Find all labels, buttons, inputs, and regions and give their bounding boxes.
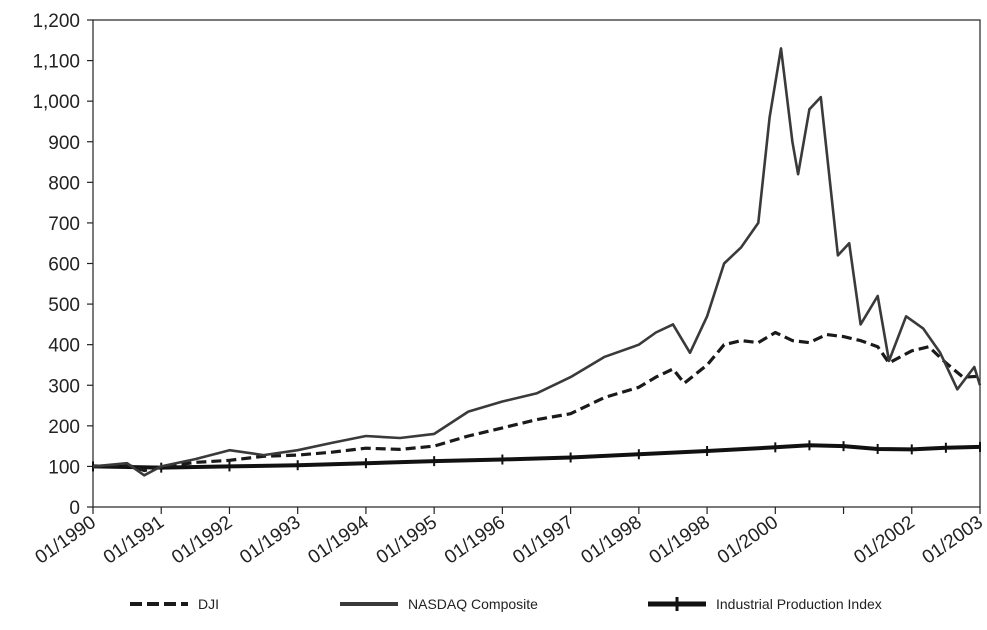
x-tick-label: 01/1997 [509,512,577,569]
y-tick-label: 1,000 [32,92,80,113]
x-tick-label: 01/2002 [850,512,918,569]
y-tick-label: 200 [48,417,80,438]
y-tick-label: 700 [48,214,80,235]
axes: 0 100 200 300 400 500 600 700 800 900 1,000 1,100 1,… [32,11,987,568]
x-tick-label: 01/1990 [32,512,100,569]
y-tick-label: 600 [48,255,80,276]
x-tick-label: 01/2000 [714,512,782,569]
x-tick-label: 01/1998 [646,512,714,569]
y-tick-label: 400 [48,336,80,357]
series-line-dji [92,330,981,473]
legend-label: Industrial Production Index [716,596,882,612]
series-line-nasdaq-composite [92,47,982,477]
legend: DJI NASDAQ Composite Industrial Production… [130,596,882,612]
y-tick-label: 1,200 [32,11,80,32]
x-tick-label: 01/2003 [919,512,987,569]
x-tick-label: 01/1995 [373,512,441,569]
plot-frame [92,19,981,508]
x-tick-label: 01/1992 [168,512,236,569]
y-tick-label: 100 [48,457,80,478]
series-layer [92,47,982,477]
x-tick-label: 01/1994 [304,512,373,569]
y-tick-label: 800 [48,173,80,194]
x-tick-label: 01/1991 [100,512,168,569]
y-tick-label: 0 [69,498,80,519]
legend-label: NASDAQ Composite [408,596,538,612]
series-line-industrial-production-index [92,443,981,470]
x-tick-label: 01/1996 [441,512,509,569]
y-tick-label: 1,100 [32,52,80,73]
y-tick-label: 500 [48,295,80,316]
x-tick-label: 01/1998 [577,512,645,569]
x-tick-label: 01/1993 [236,512,304,569]
y-tick-label: 300 [48,376,80,397]
legend-label: DJI [198,596,219,612]
y-tick-label: 900 [48,133,80,154]
